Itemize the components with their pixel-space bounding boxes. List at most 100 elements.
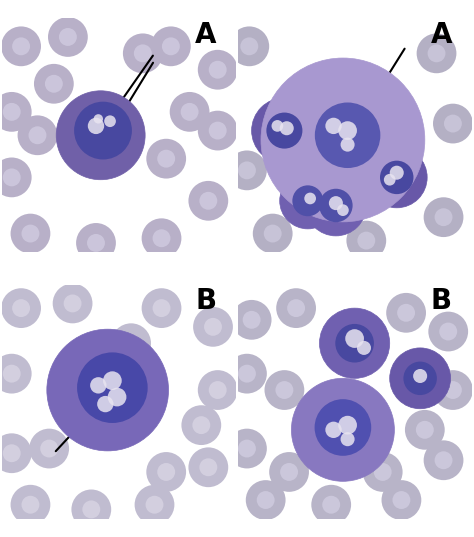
Circle shape <box>257 491 274 509</box>
Circle shape <box>209 121 227 140</box>
Circle shape <box>335 324 374 362</box>
Text: B: B <box>431 287 452 315</box>
Circle shape <box>238 365 256 382</box>
Circle shape <box>280 173 336 229</box>
Circle shape <box>123 33 163 73</box>
Circle shape <box>240 38 258 55</box>
Circle shape <box>227 429 267 468</box>
Circle shape <box>209 61 227 79</box>
Circle shape <box>198 111 237 150</box>
Circle shape <box>0 354 32 394</box>
Circle shape <box>3 444 21 462</box>
Circle shape <box>357 231 375 250</box>
Circle shape <box>74 101 132 159</box>
Circle shape <box>311 485 351 525</box>
Circle shape <box>413 369 427 383</box>
Circle shape <box>433 104 473 143</box>
Circle shape <box>53 284 92 323</box>
Circle shape <box>72 490 111 529</box>
Circle shape <box>246 480 285 520</box>
Circle shape <box>209 381 227 399</box>
Circle shape <box>390 348 451 409</box>
Circle shape <box>397 304 415 322</box>
Circle shape <box>276 288 316 328</box>
Circle shape <box>435 451 453 469</box>
Circle shape <box>146 139 186 179</box>
Circle shape <box>416 421 434 439</box>
Circle shape <box>48 17 88 57</box>
Circle shape <box>444 114 462 133</box>
Circle shape <box>433 370 473 410</box>
Circle shape <box>12 38 30 55</box>
Circle shape <box>444 381 462 399</box>
Circle shape <box>340 137 355 151</box>
Circle shape <box>329 196 343 210</box>
Circle shape <box>103 371 122 390</box>
Circle shape <box>146 452 186 492</box>
Circle shape <box>153 299 171 317</box>
Circle shape <box>108 388 127 407</box>
Circle shape <box>269 452 309 492</box>
Circle shape <box>88 118 104 134</box>
Circle shape <box>200 192 217 210</box>
Circle shape <box>90 377 107 394</box>
Circle shape <box>3 169 21 186</box>
Circle shape <box>157 463 175 481</box>
Circle shape <box>182 405 221 445</box>
Circle shape <box>266 113 302 149</box>
Circle shape <box>192 416 210 434</box>
Circle shape <box>122 334 140 352</box>
Circle shape <box>146 496 164 514</box>
Circle shape <box>229 26 269 66</box>
Circle shape <box>104 115 116 127</box>
Circle shape <box>405 410 445 449</box>
Circle shape <box>261 58 425 222</box>
Text: A: A <box>430 20 452 49</box>
Circle shape <box>238 162 256 179</box>
Circle shape <box>338 416 357 434</box>
Circle shape <box>0 92 32 132</box>
Circle shape <box>189 447 228 487</box>
Circle shape <box>198 50 237 90</box>
Circle shape <box>40 440 58 458</box>
Circle shape <box>162 38 180 55</box>
Circle shape <box>325 422 342 438</box>
Circle shape <box>45 75 63 93</box>
Circle shape <box>382 480 421 520</box>
Circle shape <box>392 491 410 509</box>
Circle shape <box>0 433 32 473</box>
Circle shape <box>305 175 366 236</box>
Circle shape <box>338 121 357 140</box>
Circle shape <box>304 193 316 204</box>
Circle shape <box>198 370 237 410</box>
Circle shape <box>322 496 340 514</box>
Circle shape <box>346 221 386 260</box>
Circle shape <box>82 500 100 518</box>
Circle shape <box>292 185 323 216</box>
Circle shape <box>253 214 292 253</box>
Circle shape <box>424 440 464 480</box>
Circle shape <box>272 120 283 132</box>
Circle shape <box>238 440 256 458</box>
Circle shape <box>111 323 151 363</box>
Circle shape <box>357 341 371 355</box>
Circle shape <box>142 288 182 328</box>
Circle shape <box>59 28 77 46</box>
Circle shape <box>439 323 457 340</box>
Circle shape <box>252 98 317 163</box>
Circle shape <box>243 311 261 329</box>
Circle shape <box>189 181 228 221</box>
Circle shape <box>428 311 468 351</box>
Circle shape <box>135 485 174 525</box>
Circle shape <box>384 174 396 186</box>
Circle shape <box>319 308 390 379</box>
Circle shape <box>340 432 355 446</box>
Circle shape <box>56 91 145 180</box>
Circle shape <box>345 329 364 348</box>
Circle shape <box>134 45 152 62</box>
Circle shape <box>275 381 293 399</box>
Circle shape <box>363 452 402 492</box>
Circle shape <box>386 293 426 333</box>
Circle shape <box>181 103 199 121</box>
Circle shape <box>374 463 392 481</box>
